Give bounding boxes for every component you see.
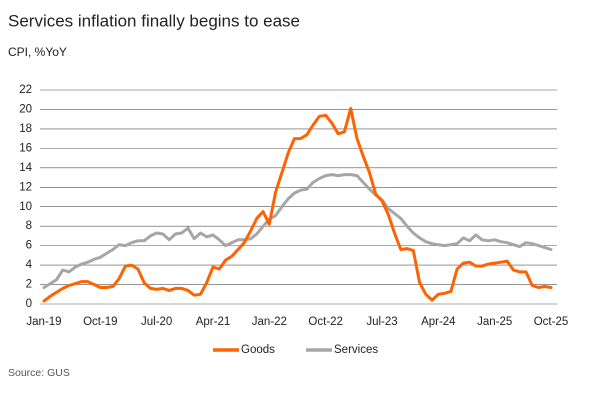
x-tick-label: Jul-23 <box>366 316 397 328</box>
x-tick-label: Oct-22 <box>308 316 343 328</box>
y-tick-label: 18 <box>19 123 32 135</box>
source: Source: GUS <box>8 367 70 379</box>
y-tick-label: 14 <box>19 162 32 174</box>
x-tick-label: Oct-19 <box>83 316 118 328</box>
legend-label: Goods <box>241 344 275 356</box>
y-tick-label: 8 <box>26 220 32 232</box>
y-tick-label: 0 <box>26 298 32 310</box>
series-line <box>42 107 553 303</box>
x-tick-label: Jan-19 <box>26 316 61 328</box>
y-tick-label: 20 <box>19 103 32 115</box>
y-tick-label: 2 <box>26 279 32 291</box>
y-tick-label: 12 <box>19 181 32 193</box>
y-tick-label: 10 <box>19 201 32 213</box>
y-tick-label: 16 <box>19 142 32 154</box>
y-tick-label: 4 <box>26 259 33 271</box>
x-tick-label: Apr-24 <box>421 316 456 328</box>
x-tick-label: Apr-21 <box>196 316 231 328</box>
x-tick-label: Jan-22 <box>252 316 287 328</box>
chart-subtitle: CPI, %YoY <box>8 45 67 59</box>
y-tick-label: 22 <box>19 84 32 96</box>
x-tick-label: Oct-25 <box>534 316 569 328</box>
x-tick-label: Jan-25 <box>477 316 512 328</box>
series-line <box>42 173 553 289</box>
x-tick-label: Jul-20 <box>141 316 172 328</box>
legend-label: Services <box>334 344 378 356</box>
y-tick-label: 6 <box>26 240 32 252</box>
chart-title: Services inflation finally begins to eas… <box>8 11 300 30</box>
